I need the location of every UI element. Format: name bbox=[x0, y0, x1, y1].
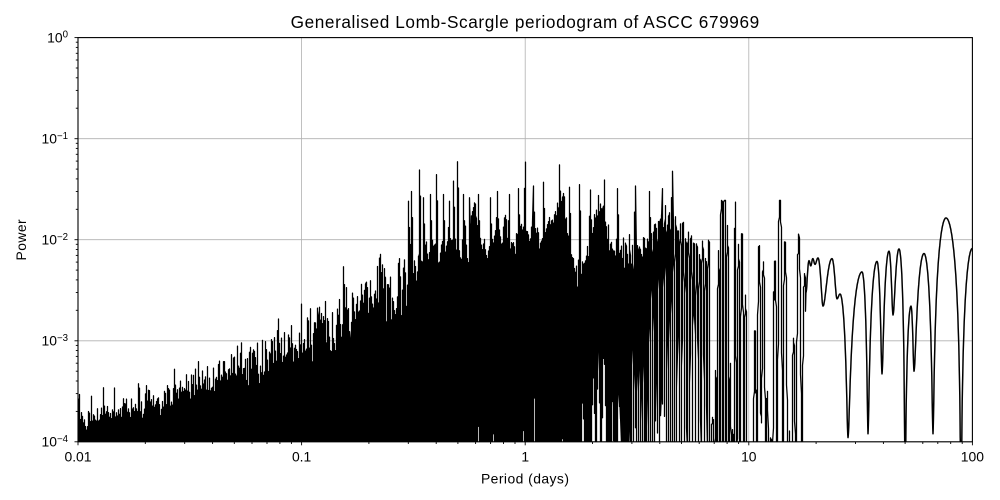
svg-text:Power: Power bbox=[13, 219, 29, 261]
svg-text:100: 100 bbox=[961, 449, 984, 465]
svg-text:Period (days): Period (days) bbox=[481, 470, 569, 486]
svg-text:10: 10 bbox=[741, 449, 757, 465]
svg-text:0.01: 0.01 bbox=[64, 449, 91, 465]
svg-text:Generalised Lomb-Scargle perio: Generalised Lomb-Scargle periodogram of … bbox=[291, 12, 760, 32]
svg-text:1: 1 bbox=[521, 449, 529, 465]
svg-text:0.1: 0.1 bbox=[292, 449, 312, 465]
